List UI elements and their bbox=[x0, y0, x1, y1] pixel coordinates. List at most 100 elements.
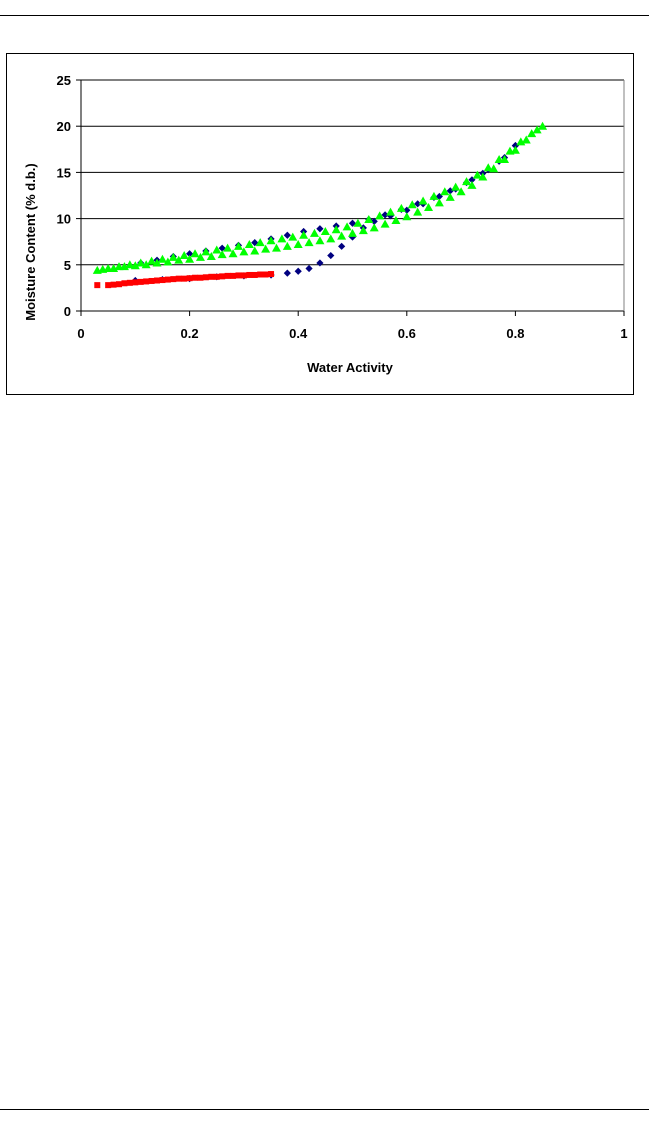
triangle-point bbox=[309, 228, 319, 237]
triangle-point bbox=[288, 232, 298, 241]
triangle-point bbox=[136, 258, 146, 267]
triangle-point bbox=[462, 177, 472, 186]
triangle-point bbox=[195, 252, 205, 261]
triangle-point bbox=[299, 230, 309, 239]
data-points bbox=[92, 121, 548, 289]
triangle-point bbox=[358, 226, 368, 235]
triangle-point bbox=[174, 255, 184, 264]
square-point bbox=[230, 272, 237, 279]
triangle-point bbox=[337, 231, 347, 240]
y-tick-label: 0 bbox=[64, 304, 71, 319]
triangle-point bbox=[538, 121, 548, 130]
triangle-point bbox=[326, 234, 336, 243]
y-tick-label: 10 bbox=[57, 212, 71, 227]
square-point bbox=[175, 275, 182, 282]
square-point bbox=[213, 273, 220, 280]
chart-frame: 0 0.2 0.4 0.6 0.8 1 0 5 10 15 20 25 Water Activity… bbox=[6, 53, 634, 395]
triangle-point bbox=[445, 192, 455, 201]
triangle-point bbox=[277, 234, 287, 243]
triangle-point bbox=[413, 207, 423, 216]
square-point bbox=[224, 272, 231, 279]
gridlines bbox=[81, 79, 624, 266]
square-point bbox=[159, 277, 166, 284]
triangle-point bbox=[244, 239, 254, 248]
square-point bbox=[192, 274, 199, 281]
square-point bbox=[126, 279, 133, 286]
triangle-point bbox=[212, 245, 222, 254]
diamond-point bbox=[218, 244, 226, 252]
y-tick-label: 25 bbox=[57, 73, 71, 88]
square-point bbox=[137, 278, 144, 285]
header-rule bbox=[0, 15, 649, 16]
diamond-point bbox=[403, 206, 411, 214]
triangle-point bbox=[239, 247, 249, 256]
triangle-point bbox=[168, 252, 178, 261]
diamond-point bbox=[305, 264, 313, 273]
triangle-point bbox=[250, 246, 260, 255]
square-point bbox=[246, 271, 253, 278]
square-point bbox=[268, 271, 275, 278]
square-point bbox=[116, 281, 123, 288]
diamond-point bbox=[316, 225, 324, 233]
square-point bbox=[240, 272, 247, 279]
triangle-point bbox=[402, 212, 412, 221]
x-tick-label: 0.4 bbox=[289, 326, 308, 341]
triangle-point bbox=[266, 236, 276, 245]
triangle-point bbox=[223, 243, 233, 252]
triangle-point bbox=[201, 247, 211, 256]
y-tick-label: 20 bbox=[57, 119, 71, 134]
triangle-point bbox=[141, 260, 151, 269]
square-point bbox=[257, 271, 264, 278]
diamond-point bbox=[348, 219, 357, 227]
x-tick-label: 0.8 bbox=[506, 326, 524, 341]
y-axis-title: Moisture Content (% d.b.) bbox=[23, 163, 38, 320]
triangle-point bbox=[451, 182, 461, 191]
x-tick-labels: 0 0.2 0.4 0.6 0.8 1 bbox=[77, 326, 627, 341]
triangle-point bbox=[152, 258, 162, 267]
x-tick-label: 0.2 bbox=[181, 326, 199, 341]
triangle-point bbox=[364, 215, 374, 224]
triangle-point bbox=[429, 191, 439, 200]
triangle-point bbox=[396, 203, 406, 212]
triangle-point bbox=[261, 244, 271, 253]
square-point bbox=[186, 275, 193, 282]
triangle-point bbox=[228, 249, 238, 258]
square-point bbox=[208, 273, 215, 280]
triangle-point bbox=[190, 249, 200, 258]
series-triangle bbox=[92, 121, 548, 274]
series-diamond bbox=[131, 142, 519, 285]
square-point bbox=[94, 282, 101, 289]
square-point bbox=[235, 272, 242, 279]
square-point bbox=[219, 273, 226, 280]
square-point bbox=[132, 279, 139, 286]
triangle-point bbox=[348, 228, 357, 237]
triangle-point bbox=[320, 227, 330, 236]
triangle-point bbox=[440, 187, 450, 196]
x-tick-label: 1 bbox=[620, 326, 627, 341]
square-point bbox=[110, 281, 117, 288]
square-point bbox=[251, 271, 258, 278]
triangle-point bbox=[179, 251, 189, 260]
triangle-point bbox=[282, 241, 292, 250]
diamond-point bbox=[294, 267, 302, 275]
triangle-point bbox=[185, 254, 195, 263]
triangle-point bbox=[130, 261, 140, 270]
triangle-point bbox=[380, 219, 390, 228]
diamond-point bbox=[370, 217, 378, 225]
triangle-point bbox=[521, 135, 531, 144]
triangle-point bbox=[125, 260, 135, 269]
diamond-point bbox=[251, 239, 259, 247]
triangle-point bbox=[157, 254, 167, 263]
sorption-isotherm-chart: 0 0.2 0.4 0.6 0.8 1 0 5 10 15 20 25 Water Activity… bbox=[23, 73, 628, 375]
triangle-point bbox=[483, 163, 493, 172]
diamond-point bbox=[338, 242, 346, 250]
triangle-point bbox=[304, 238, 314, 247]
triangle-point bbox=[353, 218, 363, 227]
triangle-point bbox=[489, 164, 499, 173]
triangle-point bbox=[434, 198, 444, 207]
diamond-point bbox=[283, 269, 291, 277]
square-point bbox=[154, 277, 161, 284]
square-point bbox=[170, 276, 177, 283]
triangle-point bbox=[342, 222, 352, 231]
diamond-point bbox=[283, 231, 291, 239]
